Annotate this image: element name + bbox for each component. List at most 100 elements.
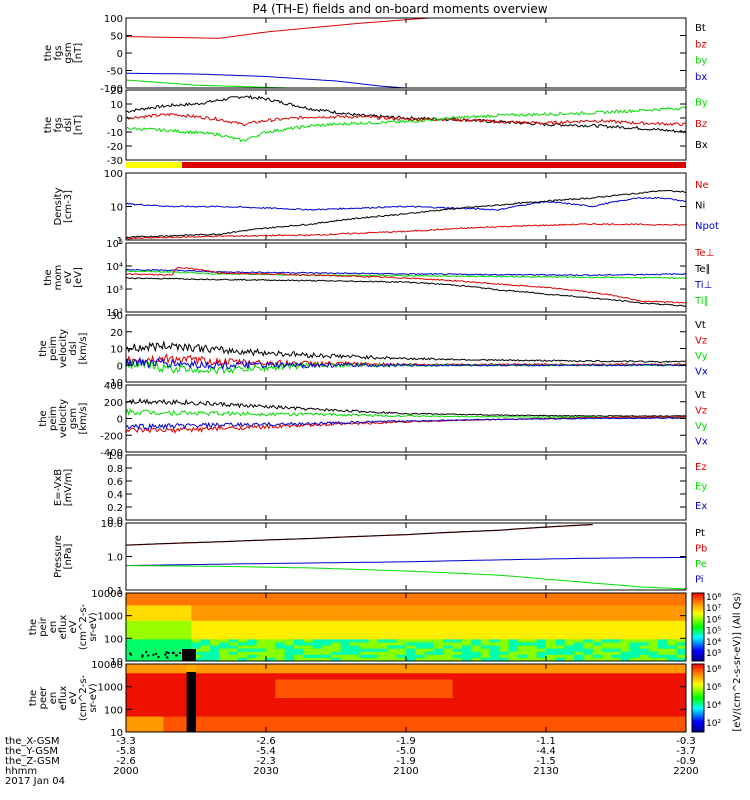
spec-cell xyxy=(294,673,304,677)
spec-cell xyxy=(630,710,640,715)
spec-cell xyxy=(639,670,650,674)
spec-cell xyxy=(555,688,566,693)
spec-cell xyxy=(462,673,472,677)
spec-cell xyxy=(602,707,612,711)
spec-cell xyxy=(536,679,547,684)
spec-cell xyxy=(378,599,388,603)
spec-cell xyxy=(424,719,435,724)
spec-cell xyxy=(480,670,491,674)
spec-cell xyxy=(555,645,566,650)
spec-cell xyxy=(583,716,594,721)
spec-cell xyxy=(620,596,631,600)
spec-cell xyxy=(527,630,538,634)
spec-cell xyxy=(144,657,155,661)
spec-cell xyxy=(154,701,164,705)
spec-cell xyxy=(667,722,678,727)
y-axis-label: velocity xyxy=(58,329,69,368)
spec-cell xyxy=(499,608,510,613)
spec-cell xyxy=(518,602,528,606)
spec-cell xyxy=(508,611,519,616)
spec-cell xyxy=(406,725,416,730)
spec-cell xyxy=(630,614,640,619)
legend-Bx: Bx xyxy=(695,140,708,151)
spec-cell xyxy=(490,620,500,625)
spec-cell xyxy=(284,691,295,696)
spec-cell xyxy=(536,608,547,613)
spec-cell xyxy=(126,704,136,708)
spec-cell xyxy=(163,611,174,616)
spec-cell xyxy=(396,719,407,724)
spec-cell xyxy=(667,688,678,693)
spec-cell xyxy=(266,639,276,644)
spec-cell xyxy=(424,698,435,702)
spec-cell xyxy=(667,664,678,668)
spec-cell xyxy=(658,701,668,705)
spec-cell xyxy=(527,608,538,613)
spec-cell xyxy=(630,704,640,708)
spec-cell xyxy=(163,636,174,640)
spec-cell xyxy=(247,651,258,656)
spec-cell xyxy=(387,633,398,637)
spec-cell xyxy=(210,611,220,616)
spec-cell xyxy=(667,654,678,659)
spec-cell xyxy=(639,691,650,696)
spec-cell xyxy=(471,630,482,634)
spec-cell xyxy=(424,602,435,606)
spec-cell xyxy=(340,620,351,625)
spec-cell xyxy=(555,667,566,671)
spec-cell xyxy=(387,657,398,661)
spec-cell xyxy=(406,623,416,628)
spec-cell xyxy=(294,620,304,625)
spec-cell xyxy=(238,710,248,715)
spec-cell xyxy=(359,676,370,681)
spec-cell xyxy=(331,725,342,730)
spec-cell xyxy=(284,617,295,622)
spec-cell xyxy=(238,605,248,610)
spec-cell xyxy=(368,639,379,644)
spec-cell xyxy=(406,596,416,600)
spec-cell xyxy=(135,673,146,677)
spec-cell xyxy=(462,605,472,610)
spec-cell xyxy=(368,623,379,628)
spec-cell xyxy=(331,611,342,616)
spec-cell xyxy=(667,657,678,661)
spec-cell xyxy=(667,704,678,708)
spec-cell xyxy=(396,617,407,622)
spec-cell xyxy=(350,719,360,724)
spec-cell xyxy=(284,657,295,661)
spec-cell xyxy=(266,707,276,711)
spec-cell xyxy=(144,608,155,613)
spec-cell xyxy=(238,639,248,644)
spec-cell xyxy=(219,639,230,644)
spec-cell xyxy=(611,630,622,634)
spec-cell xyxy=(275,701,286,705)
spec-cell xyxy=(359,707,370,711)
spec-cell xyxy=(135,645,146,650)
spec-cell xyxy=(387,636,398,640)
spec-cell xyxy=(172,605,183,610)
spec-cell xyxy=(490,614,500,619)
spec-cell xyxy=(452,673,463,677)
spec-cell xyxy=(266,651,276,656)
spec-cell xyxy=(154,633,164,637)
spec-cell xyxy=(322,701,332,705)
spec-cell xyxy=(135,722,146,727)
spec-cell xyxy=(312,620,323,625)
spec-cell xyxy=(480,682,491,687)
spec-cell xyxy=(480,691,491,696)
spec-cell xyxy=(275,633,286,637)
spec-cell xyxy=(620,599,631,603)
spec-cell xyxy=(546,602,556,606)
spec-cell xyxy=(406,679,416,684)
spec-cell xyxy=(368,719,379,724)
colorbar-tick: 10⁴ xyxy=(706,701,721,711)
spec-cell xyxy=(378,685,388,690)
spec-cell xyxy=(387,642,398,647)
spec-cell xyxy=(322,664,332,668)
spec-cell xyxy=(658,673,668,677)
spec-cell xyxy=(620,698,631,702)
x-row-value: -1.1 xyxy=(536,736,556,747)
spec-cell xyxy=(415,685,426,690)
spec-cell xyxy=(387,654,398,659)
